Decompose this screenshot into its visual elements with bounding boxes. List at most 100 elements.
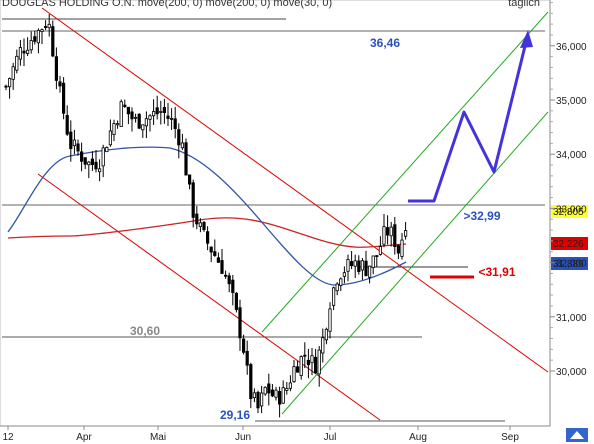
candle-body: [166, 115, 170, 119]
candle-body: [72, 139, 76, 147]
y-tick-label: 34,000: [556, 150, 587, 161]
candle-body: [144, 118, 148, 127]
candle-body: [90, 158, 94, 165]
trend-channels: [37, 7, 549, 421]
candle-body: [385, 227, 390, 236]
candle-body: [18, 47, 23, 60]
level-label: <31,91: [478, 265, 515, 279]
candle-body: [295, 366, 300, 373]
channel-down-lower: [37, 173, 381, 421]
candle-body: [324, 328, 329, 341]
candle-body: [357, 260, 361, 272]
candle-body: [151, 111, 156, 117]
candle-body: [213, 251, 217, 256]
channel-down-upper: [41, 7, 549, 373]
moving-average-30: [7, 146, 407, 286]
y-tick-label: 30,000: [556, 367, 587, 378]
x-tick-label: Apr: [76, 432, 92, 443]
candle-body: [389, 226, 393, 237]
candle-body: [342, 272, 347, 277]
candle-body: [105, 147, 109, 153]
period-label: täglich: [508, 0, 540, 9]
candle-body: [241, 338, 246, 353]
candle-body: [299, 356, 303, 376]
candle-body: [364, 260, 368, 276]
candle-body: [263, 386, 267, 395]
y-axis: 30,000 31,000 32,000 33,000 34,000 35,000 36,0…: [549, 0, 587, 426]
candle-body: [317, 349, 321, 375]
candle-body: [313, 356, 318, 374]
candle-body: [292, 366, 296, 383]
y-tick-label: 32,000: [556, 259, 587, 270]
chart-title: DOUGLAS HOLDING O.N. move(200, 0) move(2…: [2, 0, 332, 9]
candle-body: [245, 350, 249, 366]
candle-body: [112, 123, 116, 135]
candle-body: [393, 224, 397, 248]
candle-body: [267, 383, 271, 394]
candle-body: [177, 129, 181, 146]
candle-body: [375, 255, 379, 257]
candle-body: [98, 168, 102, 173]
candle-body: [184, 142, 188, 176]
candle-body: [54, 56, 59, 81]
candle-body: [162, 107, 166, 113]
candle-body: [159, 111, 163, 113]
candle-body: [349, 261, 354, 267]
candle-body: [133, 116, 138, 119]
candle-body: [15, 55, 19, 71]
candle-body: [346, 259, 350, 272]
candle-body: [87, 161, 91, 166]
candle-body: [274, 389, 278, 398]
x-tick-label: Sep: [501, 432, 519, 443]
candle-body: [62, 82, 66, 114]
price-tag-label: 31,889: [553, 259, 584, 270]
candle-body: [259, 392, 264, 407]
level-label: 29,16: [220, 408, 250, 422]
price-candles: [4, 14, 408, 418]
candle-body: [202, 221, 206, 231]
candle-body: [220, 260, 224, 274]
candle-body: [231, 279, 235, 293]
level-label: 36,46: [370, 36, 400, 50]
candle-body: [148, 115, 152, 120]
candle-body: [205, 231, 210, 244]
candle-body: [378, 246, 383, 255]
candle-body: [216, 257, 220, 263]
scroll-up-icon[interactable]: [570, 431, 584, 439]
candle-body: [310, 355, 314, 364]
y-tick-label: 33,000: [556, 204, 587, 215]
candle-body: [155, 107, 159, 115]
candle-body: [223, 274, 228, 277]
candle-body: [195, 213, 199, 225]
candle-body: [65, 115, 69, 135]
candle-body: [108, 130, 112, 146]
candle-body: [101, 147, 105, 167]
candle-body: [119, 101, 123, 127]
candle-body: [281, 387, 285, 404]
candle-body: [76, 143, 80, 152]
candle-body: [141, 124, 145, 131]
channel-up-lower: [281, 111, 549, 415]
candle-body: [285, 388, 289, 391]
candle-body: [7, 78, 12, 88]
candle-body: [277, 390, 282, 405]
candle-body: [33, 36, 37, 42]
candle-body: [400, 239, 404, 257]
candle-body: [249, 364, 253, 399]
candle-body: [367, 265, 372, 278]
candle-body: [36, 29, 41, 44]
candle-body: [360, 260, 365, 271]
candle-body: [173, 118, 177, 129]
candle-body: [123, 104, 127, 107]
candle-body: [80, 151, 84, 162]
candle-body: [382, 226, 386, 245]
candle-body: [303, 354, 307, 357]
candle-body: [126, 106, 130, 115]
candle-body: [270, 389, 275, 397]
candle-body: [51, 26, 55, 57]
level-label: >32,99: [463, 209, 500, 223]
candle-body: [4, 85, 8, 88]
candle-body: [252, 392, 256, 399]
